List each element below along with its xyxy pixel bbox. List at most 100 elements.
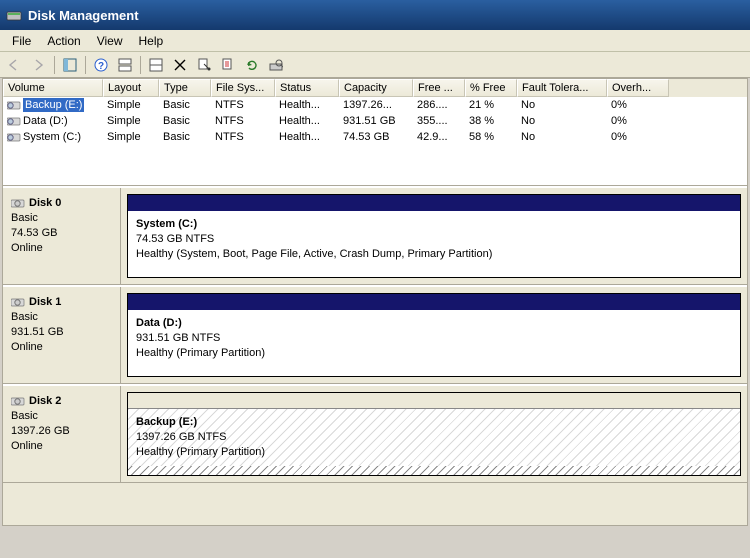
volume-name: System (C:) xyxy=(23,131,81,143)
col-volume[interactable]: Volume xyxy=(3,79,103,97)
partition-info: 931.51 GB NTFS xyxy=(136,332,220,344)
disk-name: Disk 1 xyxy=(29,296,61,308)
partition-name: System (C:) xyxy=(136,218,197,230)
settings-button[interactable] xyxy=(217,54,239,76)
disk-size: 74.53 GB xyxy=(11,227,57,239)
cell: 42.9... xyxy=(413,130,465,144)
cell: 286.... xyxy=(413,98,465,112)
delete-button[interactable] xyxy=(169,54,191,76)
partition-status: Healthy (Primary Partition) xyxy=(136,446,265,458)
partition-name: Data (D:) xyxy=(136,317,182,329)
toolbar-layout-button[interactable] xyxy=(114,54,136,76)
partition[interactable]: System (C:) 74.53 GB NTFS Healthy (System,… xyxy=(127,194,741,278)
cell: Simple xyxy=(103,98,159,112)
col-type[interactable]: Type xyxy=(159,79,211,97)
partition-status: Healthy (Primary Partition) xyxy=(136,347,265,359)
menu-action[interactable]: Action xyxy=(39,32,88,50)
cell: NTFS xyxy=(211,130,275,144)
partition-body: System (C:) 74.53 GB NTFS Healthy (System,… xyxy=(128,211,740,268)
cell: NTFS xyxy=(211,114,275,128)
volume-list-body: Backup (E:)SimpleBasicNTFSHealth...1397.… xyxy=(3,97,747,145)
disk-graphic-view: Disk 0 Basic 74.53 GB Online System (C:) 74.5… xyxy=(2,186,748,526)
back-button[interactable] xyxy=(4,54,26,76)
col-layout[interactable]: Layout xyxy=(103,79,159,97)
partition-info: 1397.26 GB NTFS xyxy=(136,431,227,443)
partition-area: System (C:) 74.53 GB NTFS Healthy (System,… xyxy=(121,188,747,284)
forward-button[interactable] xyxy=(28,54,50,76)
col-fault[interactable]: Fault Tolera... xyxy=(517,79,607,97)
volume-name: Backup (E:) xyxy=(23,98,84,112)
col-overhead[interactable]: Overh... xyxy=(607,79,669,97)
disk-label[interactable]: Disk 2Basic1397.26 GBOnline xyxy=(3,386,121,482)
cell: Health... xyxy=(275,114,339,128)
disk-row: Disk 2Basic1397.26 GBOnlineBackup (E:)13… xyxy=(3,384,747,483)
partition-body: Backup (E:)1397.26 GB NTFSHealthy (Prima… xyxy=(128,409,740,466)
cell: System (C:) xyxy=(3,130,103,144)
cell: 0% xyxy=(607,114,669,128)
toolbar-sep xyxy=(140,56,141,74)
toolbar-panel-button[interactable] xyxy=(145,54,167,76)
disk-icon xyxy=(11,396,25,406)
partition-body: Data (D:) 931.51 GB NTFS Healthy (Primary … xyxy=(128,310,740,367)
help-button[interactable]: ? xyxy=(90,54,112,76)
disk-type: Basic xyxy=(11,212,38,224)
menu-view[interactable]: View xyxy=(89,32,131,50)
menu-bar: File Action View Help xyxy=(0,30,750,52)
disk-label[interactable]: Disk 0 Basic 74.53 GB Online xyxy=(3,188,121,284)
disk-icon xyxy=(11,198,25,208)
cell: Health... xyxy=(275,98,339,112)
properties-button[interactable] xyxy=(193,54,215,76)
volume-row[interactable]: System (C:)SimpleBasicNTFSHealth...74.53… xyxy=(3,129,747,145)
disk-size: 931.51 GB xyxy=(11,326,64,338)
menu-file[interactable]: File xyxy=(4,32,39,50)
volume-row[interactable]: Data (D:) SimpleBasicNTFSHealth...931.51 … xyxy=(3,113,747,129)
cell: 58 % xyxy=(465,130,517,144)
disk-name: Disk 0 xyxy=(29,197,61,209)
partition-status: Healthy (System, Boot, Page File, Active… xyxy=(136,248,492,260)
cell: NTFS xyxy=(211,98,275,112)
volume-row[interactable]: Backup (E:) SimpleBasicNTFSHealth...1397.… xyxy=(3,97,747,113)
cell: Simple xyxy=(103,114,159,128)
col-capacity[interactable]: Capacity xyxy=(339,79,413,97)
cell: No xyxy=(517,130,607,144)
col-pctfree[interactable]: % Free xyxy=(465,79,517,97)
disk-status: Online xyxy=(11,242,43,254)
cell: Data (D:) xyxy=(3,114,103,128)
disk-label[interactable]: Disk 1Basic931.51 GBOnline xyxy=(3,287,121,383)
disk-name: Disk 2 xyxy=(29,395,61,407)
cell: 0% xyxy=(607,130,669,144)
cell: 74.53 GB xyxy=(339,130,413,144)
col-status[interactable]: Status xyxy=(275,79,339,97)
cell: Basic xyxy=(159,98,211,112)
disk-type: Basic xyxy=(11,311,38,323)
disk-icon xyxy=(11,297,25,307)
partition-area: Backup (E:)1397.26 GB NTFSHealthy (Prima… xyxy=(121,386,747,482)
disk-status: Online xyxy=(11,440,43,452)
volume-list-header: Volume Layout Type File Sys... Status Ca… xyxy=(3,79,747,97)
refresh-button[interactable] xyxy=(241,54,263,76)
menu-help[interactable]: Help xyxy=(131,32,172,50)
col-filesystem[interactable]: File Sys... xyxy=(211,79,275,97)
disk-row: Disk 0 Basic 74.53 GB Online System (C:) 74.5… xyxy=(3,186,747,285)
toolbar-sep xyxy=(54,56,55,74)
partition[interactable]: Backup (E:)1397.26 GB NTFSHealthy (Prima… xyxy=(127,392,741,476)
cell: No xyxy=(517,114,607,128)
partition[interactable]: Data (D:) 931.51 GB NTFS Healthy (Primary … xyxy=(127,293,741,377)
rescan-button[interactable] xyxy=(265,54,287,76)
drive-icon xyxy=(7,116,21,126)
partition-area: Data (D:) 931.51 GB NTFS Healthy (Primary … xyxy=(121,287,747,383)
disk-row: Disk 1Basic931.51 GBOnlineData (D:)931.5… xyxy=(3,285,747,384)
cell: 38 % xyxy=(465,114,517,128)
cell: 0% xyxy=(607,98,669,112)
volume-list: Volume Layout Type File Sys... Status Ca… xyxy=(2,78,748,186)
svg-text:?: ? xyxy=(98,61,104,72)
volume-name: Data (D:) xyxy=(23,115,68,127)
cell: 931.51 GB xyxy=(339,114,413,128)
cell: 355.... xyxy=(413,114,465,128)
cell: 1397.26... xyxy=(339,98,413,112)
col-free[interactable]: Free ... xyxy=(413,79,465,97)
show-hide-tree-button[interactable] xyxy=(59,54,81,76)
partition-info: 74.53 GB NTFS xyxy=(136,233,214,245)
cell: Basic xyxy=(159,114,211,128)
cell: Health... xyxy=(275,130,339,144)
